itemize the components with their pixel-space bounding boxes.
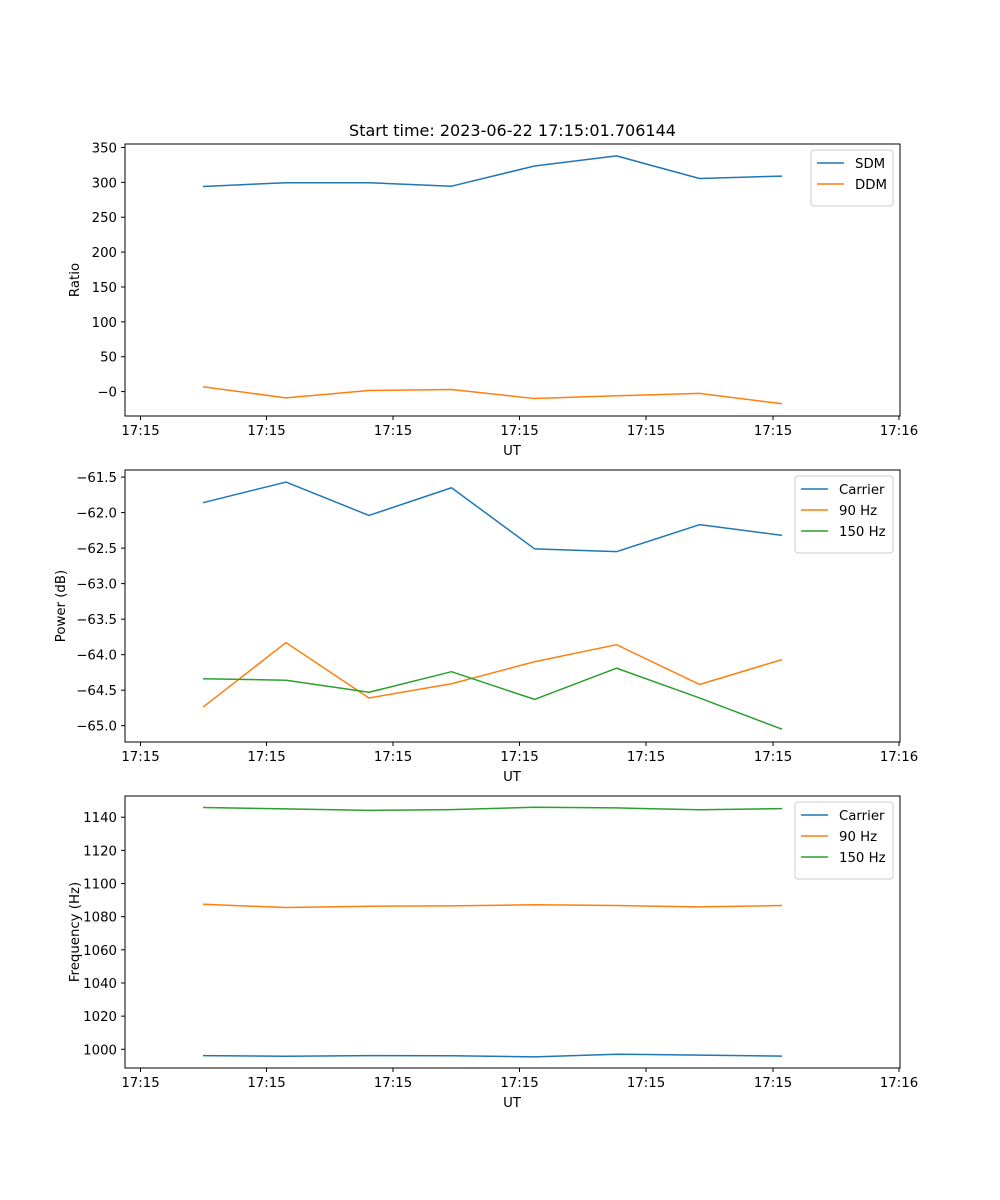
y-tick-label: −0 [97, 386, 117, 401]
figure-title: Start time: 2023-06-22 17:15:01.706144 [349, 121, 676, 140]
x-tick-label: 17:15 [121, 424, 159, 439]
subplot-1: 17:15 17:15 17:15 17:15 17:15 17:15 17:16 −0 50 1… [68, 141, 918, 459]
y-tick-label: 350 [92, 141, 117, 156]
series-line-ddm [202, 385, 783, 405]
series-line-150-hz [202, 667, 783, 730]
x-tick-label: 17:15 [754, 424, 792, 439]
y-tick-label: −63.0 [76, 578, 117, 593]
y-tick-label: 200 [92, 246, 117, 261]
series-line-150-hz [202, 806, 783, 812]
y-tick-label: 1080 [83, 911, 117, 926]
x-axis-label: UT [503, 444, 522, 459]
legend: Carrier 90 Hz 150 Hz [794, 475, 894, 554]
x-axis-label: UT [503, 1096, 522, 1111]
legend-box [794, 475, 894, 554]
y-tick-label: 1120 [83, 844, 117, 859]
x-tick-label: 17:15 [754, 750, 792, 765]
y-tick-label: 1040 [83, 977, 117, 992]
x-tick-label: 17:15 [627, 750, 665, 765]
x-axis-label: UT [503, 770, 522, 785]
x-tick-label: 17:15 [500, 424, 538, 439]
x-tick-label: 17:15 [121, 750, 159, 765]
legend-box [794, 801, 894, 880]
x-tick-label: 17:15 [247, 424, 285, 439]
y-tick-label: 150 [92, 281, 117, 296]
x-tick-label: 17:15 [500, 1076, 538, 1091]
series-line-carrier [202, 481, 783, 553]
y-axis-label: Ratio [68, 263, 83, 297]
y-tick-label: 300 [92, 176, 117, 191]
y-tick-label: 250 [92, 211, 117, 226]
y-tick-label: 1140 [83, 811, 117, 826]
y-tick-label: −62.5 [76, 542, 117, 557]
y-tick-label: 1020 [83, 1010, 117, 1025]
x-tick-label: 17:15 [247, 1076, 285, 1091]
legend-label: 150 Hz [839, 525, 886, 540]
x-tick-label: 17:15 [500, 750, 538, 765]
legend-label: Carrier [839, 483, 885, 498]
x-tick-label: 17:15 [374, 750, 412, 765]
y-tick-label: 50 [100, 351, 117, 366]
series-line-carrier [202, 1053, 783, 1058]
legend-label: 90 Hz [839, 830, 877, 845]
x-tick-label: 17:15 [754, 1076, 792, 1091]
y-axis-label: Power (dB) [54, 570, 69, 642]
legend-label: 150 Hz [839, 851, 886, 866]
x-tick-label: 17:15 [627, 1076, 665, 1091]
y-tick-label: 1060 [83, 944, 117, 959]
series-line-90-hz [202, 641, 783, 708]
y-tick-label: −65.0 [76, 720, 117, 735]
x-tick-label: 17:15 [374, 424, 412, 439]
subplot-2: 17:15 17:15 17:15 17:15 17:15 17:15 17:16 −65.0… [54, 469, 918, 785]
y-tick-label: 100 [92, 316, 117, 331]
x-tick-label: 17:16 [880, 1076, 918, 1091]
series-line-90-hz [202, 903, 783, 909]
legend-label: 90 Hz [839, 504, 877, 519]
x-tick-label: 17:15 [627, 424, 665, 439]
x-tick-label: 17:16 [880, 424, 918, 439]
x-tick-label: 17:15 [247, 750, 285, 765]
y-tick-label: −62.0 [76, 507, 117, 522]
plot-frame [124, 469, 901, 743]
legend: SDM DDM [810, 149, 894, 207]
y-tick-label: −64.5 [76, 684, 117, 699]
series-line-sdm [202, 155, 783, 188]
x-tick-label: 17:15 [121, 1076, 159, 1091]
y-tick-label: 1000 [83, 1043, 117, 1058]
y-axis-label: Frequency (Hz) [68, 882, 83, 982]
x-tick-label: 17:15 [374, 1076, 412, 1091]
plot-frame [124, 143, 901, 417]
legend-label: Carrier [839, 809, 885, 824]
x-tick-label: 17:16 [880, 750, 918, 765]
y-tick-label: −63.5 [76, 613, 117, 628]
legend: Carrier 90 Hz 150 Hz [794, 801, 894, 880]
plot-frame [124, 795, 901, 1069]
y-tick-label: −61.5 [76, 471, 117, 486]
legend-label: DDM [855, 178, 887, 193]
y-tick-label: −64.0 [76, 649, 117, 664]
subplots: 17:15 17:15 17:15 17:15 17:15 17:15 17:16 −0 50 1… [54, 141, 918, 1111]
legend-box [810, 149, 894, 207]
legend-label: SDM [855, 157, 885, 172]
y-tick-label: 1100 [83, 878, 117, 893]
subplot-3: 17:15 17:15 17:15 17:15 17:15 17:15 17:16 1000 1… [68, 795, 918, 1111]
